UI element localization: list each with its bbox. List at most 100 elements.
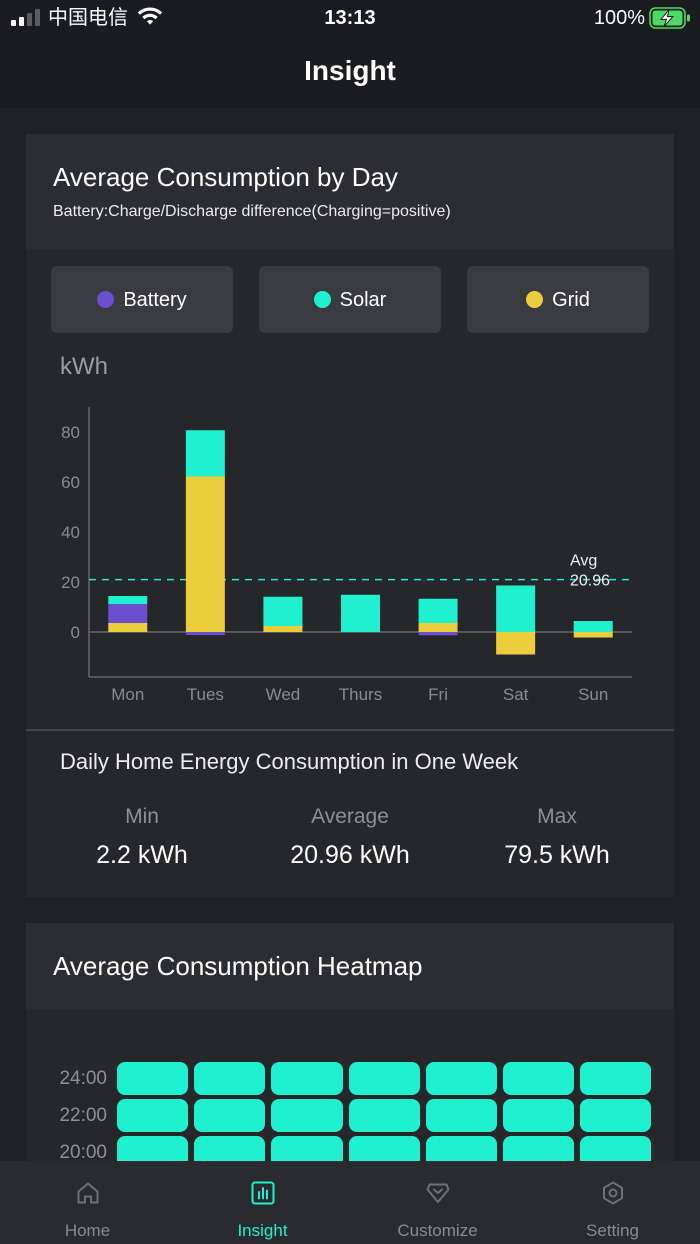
- bar-wed-grid: [263, 626, 303, 632]
- page-title: Insight: [304, 55, 396, 86]
- bar-sun-grid: [573, 632, 613, 638]
- card-title: Average Consumption Heatmap: [53, 951, 423, 981]
- top-bar: [0, 0, 700, 108]
- bar-sun-solar: [573, 621, 613, 632]
- heatmap-cell: [117, 1099, 189, 1132]
- heatmap-cell: [271, 1099, 343, 1132]
- consumption-bar-chart: 0 20 40 60 80 Mon Tues Wed Thurs Fri Sat Sun Avg 20.9…: [61, 407, 632, 704]
- grid-dot-icon: [526, 291, 544, 308]
- summary-title: Daily Home Energy Consumption in One Wee…: [60, 749, 519, 774]
- signal-icon: [11, 9, 40, 26]
- tab-label: Setting: [586, 1221, 639, 1240]
- bar-fri-grid: [418, 623, 458, 632]
- bar-mon-battery: [108, 604, 148, 623]
- stat-min: Min 2.2 kWh: [42, 804, 242, 870]
- x-tick-label: Sat: [503, 685, 529, 704]
- bar-tues-grid: [185, 476, 225, 632]
- heatmap-cell: [502, 1062, 575, 1095]
- card-header: Average Consumption Heatmap: [26, 923, 674, 1009]
- heatmap-cell: [117, 1062, 189, 1095]
- tab-insight[interactable]: Insight: [175, 1161, 350, 1244]
- bar-mon-grid: [108, 623, 148, 632]
- battery-charging-icon: [649, 7, 690, 29]
- bar-tues-battery: [185, 632, 225, 635]
- heatmap-row: 22:00: [26, 1099, 652, 1132]
- heatmap-cell: [580, 1099, 652, 1132]
- legend-toggle-grid[interactable]: Grid: [467, 266, 649, 333]
- x-tick-label: Mon: [111, 685, 144, 704]
- heatmap-grid: 24:00 22:00 20:00: [26, 1062, 652, 1169]
- heatmap-row-label: 20:00: [59, 1142, 107, 1163]
- heatmap-cell: [194, 1062, 266, 1095]
- card-header: Average Consumption by Day Battery:Charg…: [26, 134, 674, 249]
- setting-icon: [602, 1181, 623, 1205]
- average-value: 20.96: [570, 573, 610, 590]
- status-bar: 中国电信 13:13 100%: [0, 0, 700, 36]
- battery-dot-icon: [97, 291, 115, 308]
- stat-value: 79.5 kWh: [504, 841, 610, 869]
- carrier-name: 中国电信: [48, 7, 128, 29]
- heatmap-cell: [194, 1099, 266, 1132]
- heatmap-cell: [425, 1062, 497, 1095]
- heatmap-cell: [348, 1062, 420, 1095]
- y-tick-label: 0: [71, 623, 80, 642]
- tab-label: Home: [64, 1221, 111, 1240]
- average-label: Avg: [570, 553, 597, 570]
- tab-home[interactable]: Home: [0, 1161, 175, 1244]
- status-time: 13:13: [324, 7, 376, 29]
- bar-sat-solar: [496, 585, 536, 632]
- bar-fri-solar: [418, 598, 458, 623]
- solar-dot-icon: [313, 291, 331, 308]
- y-axis-unit-label: kWh: [60, 353, 108, 380]
- x-tick-label: Thurs: [339, 685, 382, 704]
- legend-toggle-battery[interactable]: Battery: [51, 266, 233, 333]
- heatmap-row: 24:00: [26, 1062, 652, 1095]
- tab-setting[interactable]: Setting: [525, 1161, 700, 1244]
- bar-sat-grid: [496, 632, 536, 655]
- insight-icon: [251, 1181, 274, 1205]
- stat-label: Min: [125, 805, 159, 828]
- stat-value: 20.96 kWh: [290, 841, 410, 869]
- stat-label: Average: [311, 805, 389, 828]
- legend-toggle-solar[interactable]: Solar: [259, 266, 441, 333]
- legend-label-solar: Solar: [339, 288, 387, 311]
- stat-max: Max 79.5 kWh: [457, 804, 657, 870]
- tab-customize[interactable]: Customize: [350, 1161, 525, 1244]
- stat-label: Max: [537, 805, 577, 828]
- y-tick-label: 80: [61, 423, 80, 442]
- y-tick-label: 60: [61, 473, 80, 492]
- stat-average: Average 20.96 kWh: [250, 804, 450, 870]
- customize-icon: [426, 1183, 449, 1203]
- y-tick-label: 40: [61, 523, 80, 542]
- divider: [26, 729, 674, 731]
- heatmap-cell: [502, 1099, 575, 1132]
- bar-tues-solar: [185, 430, 225, 477]
- x-tick-label: Sun: [578, 685, 608, 704]
- heatmap-row-label: 24:00: [59, 1068, 107, 1089]
- heatmap-cell: [348, 1099, 420, 1132]
- bar-thurs-solar: [341, 594, 380, 632]
- battery-percent: 100%: [593, 7, 645, 29]
- x-tick-label: Wed: [266, 685, 301, 704]
- bar-mon-solar: [108, 596, 148, 604]
- tab-label: Customize: [397, 1221, 478, 1240]
- card-subtitle: Battery:Charge/Discharge difference(Char…: [53, 203, 451, 220]
- heatmap-cell: [271, 1062, 343, 1095]
- tab-label: Insight: [237, 1221, 288, 1240]
- heatmap-cell: [425, 1099, 497, 1132]
- bottom-tab-bar: Home Insight Customize Setting: [0, 1161, 700, 1244]
- heatmap-cell: [580, 1062, 652, 1095]
- legend-label-grid: Grid: [552, 288, 590, 311]
- legend-label-battery: Battery: [123, 288, 187, 311]
- y-tick-label: 20: [61, 573, 80, 592]
- x-tick-label: Fri: [428, 685, 448, 704]
- heatmap-row-label: 22:00: [59, 1105, 107, 1126]
- bar-fri-battery: [418, 632, 458, 636]
- consumption-by-day-card: Average Consumption by Day Battery:Charg…: [26, 134, 674, 897]
- card-title: Average Consumption by Day: [53, 162, 398, 192]
- home-icon: [77, 1182, 98, 1204]
- bar-wed-solar: [263, 596, 303, 626]
- wifi-icon: [137, 7, 163, 25]
- x-tick-label: Tues: [187, 685, 224, 704]
- stat-value: 2.2 kWh: [96, 841, 188, 869]
